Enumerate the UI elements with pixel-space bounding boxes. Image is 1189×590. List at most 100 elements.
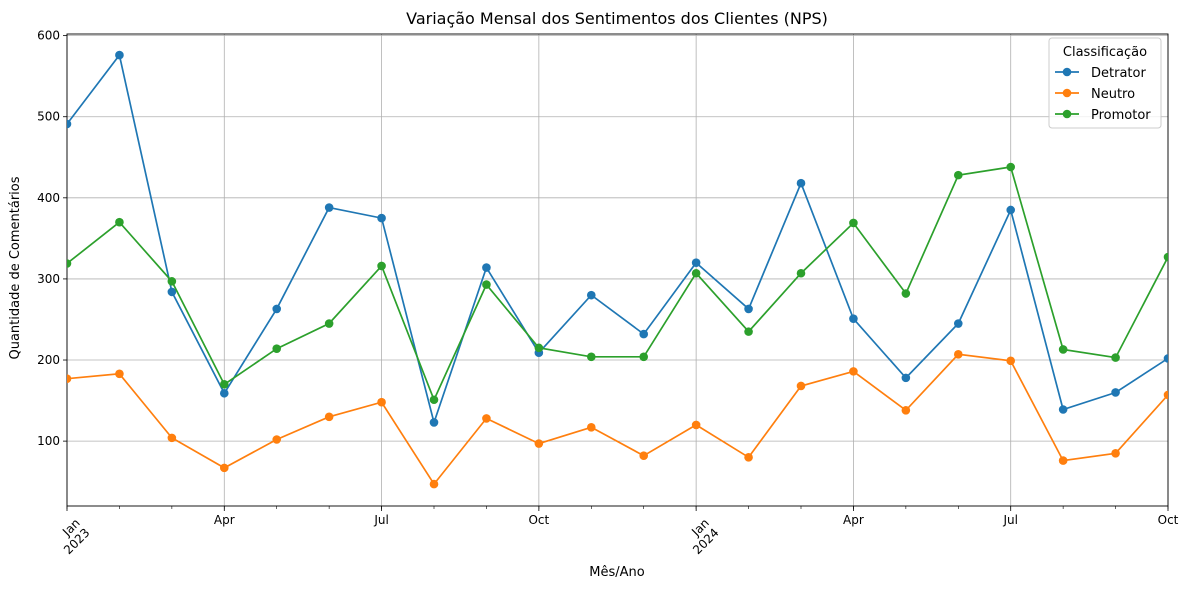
legend-label: Neutro <box>1091 87 1135 102</box>
data-point <box>219 380 229 389</box>
data-point <box>67 119 72 129</box>
x-axis-label: Mês/Ano <box>589 565 644 580</box>
x-tick-label: Apr <box>214 513 235 527</box>
data-point <box>429 479 439 489</box>
data-point <box>953 350 963 359</box>
data-point <box>324 412 334 422</box>
legend-marker <box>1062 109 1072 119</box>
x-tick-label: Oct <box>528 513 549 527</box>
data-point <box>744 453 753 462</box>
data-point <box>324 203 334 212</box>
legend-marker <box>1062 88 1072 98</box>
series-line <box>67 353 1168 486</box>
chart-title: Variação Mensal dos Sentimentos dos Clie… <box>406 9 828 28</box>
data-point <box>586 290 596 300</box>
x-axis-ticks: Jan2023 Apr Jul Oct Jan2024 Apr Jul Oct <box>51 506 1179 557</box>
series-line <box>67 53 1168 426</box>
data-point <box>901 373 911 383</box>
data-point <box>953 319 963 328</box>
data-point <box>796 268 806 278</box>
data-point <box>377 213 386 223</box>
data-point <box>167 433 177 443</box>
data-point <box>377 397 386 407</box>
data-point <box>534 439 544 448</box>
legend-label: Detrator <box>1091 66 1146 81</box>
data-point <box>586 352 596 362</box>
data-point <box>482 414 491 423</box>
y-tick-label: 400 <box>37 191 60 205</box>
x-tick-label: Jul <box>373 513 388 527</box>
series-layer <box>67 50 1168 489</box>
data-point <box>1006 205 1016 215</box>
y-tick-label: 200 <box>37 353 60 367</box>
data-point <box>167 287 177 297</box>
data-point <box>167 277 177 286</box>
data-point <box>796 381 806 391</box>
legend-entry-neutro: Neutro <box>1055 87 1135 102</box>
data-point <box>691 420 701 430</box>
legend-entry-detrator: Detrator <box>1055 66 1146 81</box>
x-tick-label: Jan2024 <box>680 516 721 557</box>
data-point <box>1058 456 1068 465</box>
y-tick-label: 500 <box>37 110 60 124</box>
data-point <box>429 395 439 405</box>
data-point <box>1163 354 1168 363</box>
data-point <box>901 406 911 415</box>
legend: Classificação Detrator Neutro Promotor <box>1048 37 1162 129</box>
data-point <box>901 289 911 298</box>
x-tick-label: Jan2023 <box>51 516 92 557</box>
data-point <box>849 367 858 376</box>
x-tick-label: Oct <box>1158 513 1179 527</box>
data-point <box>953 170 963 180</box>
x-tick-label: Apr <box>843 513 864 527</box>
data-point <box>429 418 439 427</box>
data-point <box>639 329 649 339</box>
data-point <box>115 217 124 227</box>
y-axis-ticks: 100 200 300 400 500 600 <box>37 29 67 448</box>
data-point <box>744 304 753 314</box>
data-point <box>1058 345 1068 354</box>
y-axis-label: Quantidade de Comentários <box>8 176 23 359</box>
data-point <box>534 343 544 353</box>
data-point <box>1111 448 1120 458</box>
data-point <box>377 261 386 271</box>
y-tick-label: 600 <box>37 29 60 43</box>
data-point <box>115 50 124 60</box>
plot-frame <box>66 33 1169 507</box>
legend-marker <box>1062 67 1072 77</box>
legend-entry-promotor: Promotor <box>1055 108 1151 123</box>
x-tick-label: Jul <box>1002 513 1017 527</box>
data-point <box>849 314 858 323</box>
legend-label: Promotor <box>1091 108 1151 123</box>
data-point <box>1058 405 1068 414</box>
series-line <box>67 166 1168 402</box>
axes <box>66 33 1169 507</box>
data-point <box>1111 388 1120 397</box>
grid <box>66 34 1169 506</box>
data-point <box>219 388 229 398</box>
data-point <box>849 218 858 228</box>
legend-title: Classificação <box>1063 45 1147 60</box>
data-point <box>1006 356 1016 366</box>
data-point <box>639 352 649 362</box>
data-point <box>1111 353 1120 362</box>
data-point <box>482 280 491 289</box>
data-point <box>744 327 753 336</box>
data-point <box>796 178 806 188</box>
data-point <box>691 268 701 278</box>
data-point <box>1006 162 1016 172</box>
y-tick-label: 300 <box>37 272 60 286</box>
data-point <box>272 435 282 444</box>
data-point <box>639 451 649 461</box>
data-point <box>67 259 72 268</box>
data-point <box>1163 252 1168 262</box>
data-point <box>691 258 701 268</box>
series-detrator <box>67 50 1168 427</box>
data-point <box>67 374 72 383</box>
legend-box <box>1048 37 1162 129</box>
y-tick-label: 100 <box>37 434 60 448</box>
data-point <box>324 319 334 328</box>
data-point <box>115 369 124 379</box>
data-point <box>272 344 282 353</box>
